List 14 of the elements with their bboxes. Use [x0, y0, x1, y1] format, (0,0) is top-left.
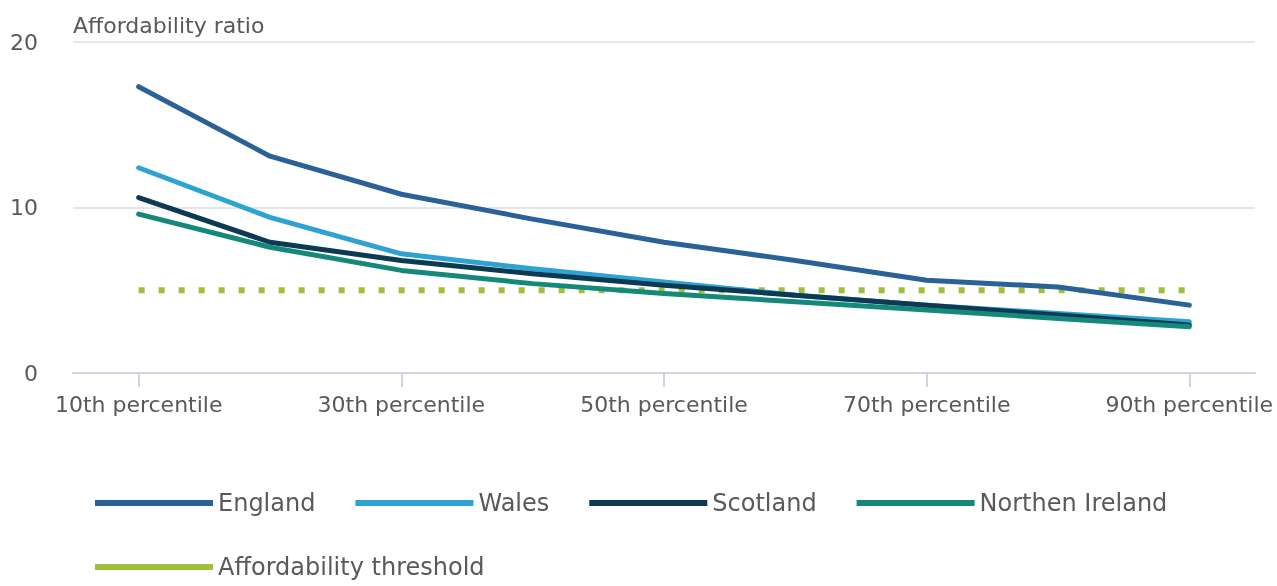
x-tick-label: 10th percentile: [54, 391, 223, 417]
y-tick-label: 20: [10, 29, 38, 55]
y-axis-title: Affordability ratio: [73, 12, 265, 38]
legend-label: Affordability threshold: [218, 553, 485, 581]
y-tick-label: 10: [10, 195, 38, 220]
x-tick-label: 70th percentile: [842, 391, 1011, 417]
y-tick-label: 0: [24, 360, 38, 386]
x-tick-label: 50th percentile: [580, 391, 748, 417]
x-tick-label: 90th percentile: [1105, 391, 1274, 417]
legend-label: Wales: [478, 489, 550, 517]
legend-label: England: [218, 489, 316, 517]
legend-label: Northen Ireland: [979, 489, 1168, 517]
legend-label: Scotland: [712, 489, 817, 517]
x-tick-label: 30th percentile: [317, 391, 486, 417]
